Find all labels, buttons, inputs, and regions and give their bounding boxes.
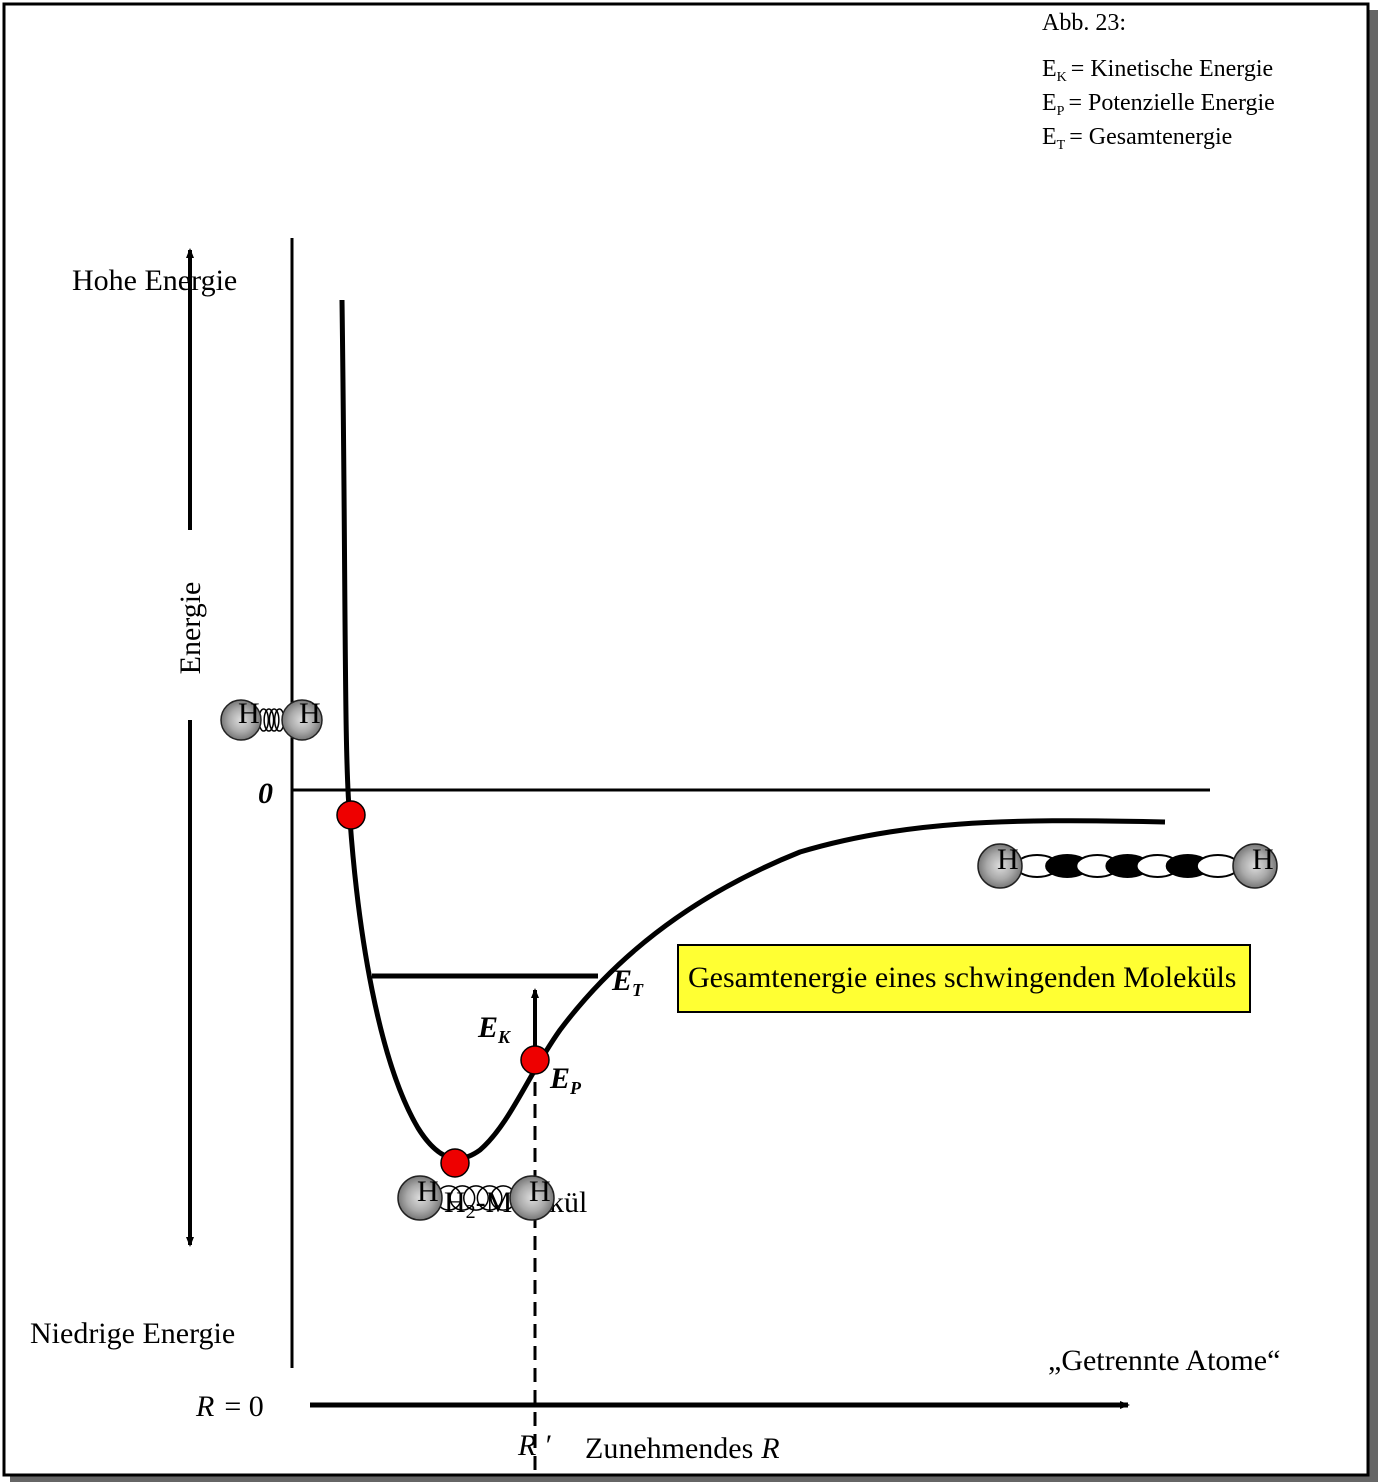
subscript: 2 — [466, 1201, 476, 1223]
spring-coil — [268, 708, 280, 732]
spring-coil — [263, 708, 275, 732]
atom-label: H — [1252, 843, 1274, 876]
symbol: R — [195, 1390, 214, 1423]
atom-label: H — [238, 697, 260, 730]
symbol: E — [477, 1011, 498, 1044]
molecule-icons: H HH HH H — [220, 697, 1278, 1221]
text: = Kinetische Energie — [1071, 56, 1273, 82]
high-label: Hohe Energie — [72, 264, 237, 297]
label-bg — [172, 530, 208, 720]
subscript: P — [1057, 104, 1065, 119]
symbol: E — [611, 964, 632, 997]
legend-entry: EK = Kinetische Energie — [1042, 56, 1273, 85]
frame-shadow — [1369, 10, 1378, 1481]
r-zero-label: R = 0 — [195, 1390, 264, 1423]
separated-label: „Getrennte Atome“ — [1048, 1344, 1280, 1377]
atom-label: H — [417, 1175, 439, 1208]
spring-coil — [449, 1185, 476, 1211]
symbol: E — [1042, 90, 1057, 116]
ek-label: EK — [477, 1011, 512, 1047]
legend-entry: EP = Potenzielle Energie — [1042, 90, 1275, 119]
atom-label: H — [299, 697, 321, 730]
atom — [509, 1175, 555, 1221]
atom — [1232, 843, 1278, 889]
energy-label: Energie — [174, 582, 207, 675]
subscript: K — [1057, 70, 1067, 85]
atom — [977, 843, 1023, 889]
frame-shadow — [10, 1474, 1378, 1482]
symbol: E — [1042, 56, 1057, 82]
subscript: K — [497, 1027, 512, 1047]
state-dot — [440, 1148, 470, 1178]
text: = 0 — [224, 1390, 263, 1423]
low-label: Niedrige Energie — [30, 1317, 235, 1350]
et-label: ET — [611, 964, 644, 1000]
subscript: T — [1057, 138, 1066, 153]
state-dot — [520, 1045, 550, 1075]
symbol: R — [760, 1432, 779, 1465]
atom — [220, 699, 262, 741]
ep-label: EP — [549, 1062, 582, 1098]
spring-coil — [476, 1185, 503, 1211]
atom-label: H — [529, 1175, 551, 1208]
state-dot — [336, 800, 366, 830]
text: Zunehmendes — [585, 1432, 753, 1465]
text: = Potenzielle Energie — [1068, 90, 1274, 116]
callout-box — [677, 944, 1251, 1013]
legend-entry: ET = Gesamtenergie — [1042, 124, 1232, 153]
atom — [281, 699, 323, 741]
callout-text: Gesamtenergie eines schwingenden Molekül… — [688, 961, 1236, 994]
symbol: H — [444, 1186, 466, 1219]
increasing-label: Zunehmendes R — [585, 1432, 780, 1465]
zero-label: 0 — [258, 777, 273, 810]
symbol: E — [1042, 124, 1057, 150]
legend: Abb. 23: EK = Kinetische Energie EP = Pote… — [1042, 10, 1275, 153]
atom-label: H — [997, 843, 1019, 876]
subscript: P — [569, 1078, 582, 1098]
atom — [397, 1175, 443, 1221]
spring-coil — [463, 1185, 489, 1211]
text: = Gesamtenergie — [1069, 124, 1232, 150]
potential-curve — [339, 299, 1166, 1161]
figure-label: Abb. 23: — [1042, 10, 1126, 36]
subscript: T — [632, 980, 644, 1000]
symbol: E — [549, 1062, 570, 1095]
